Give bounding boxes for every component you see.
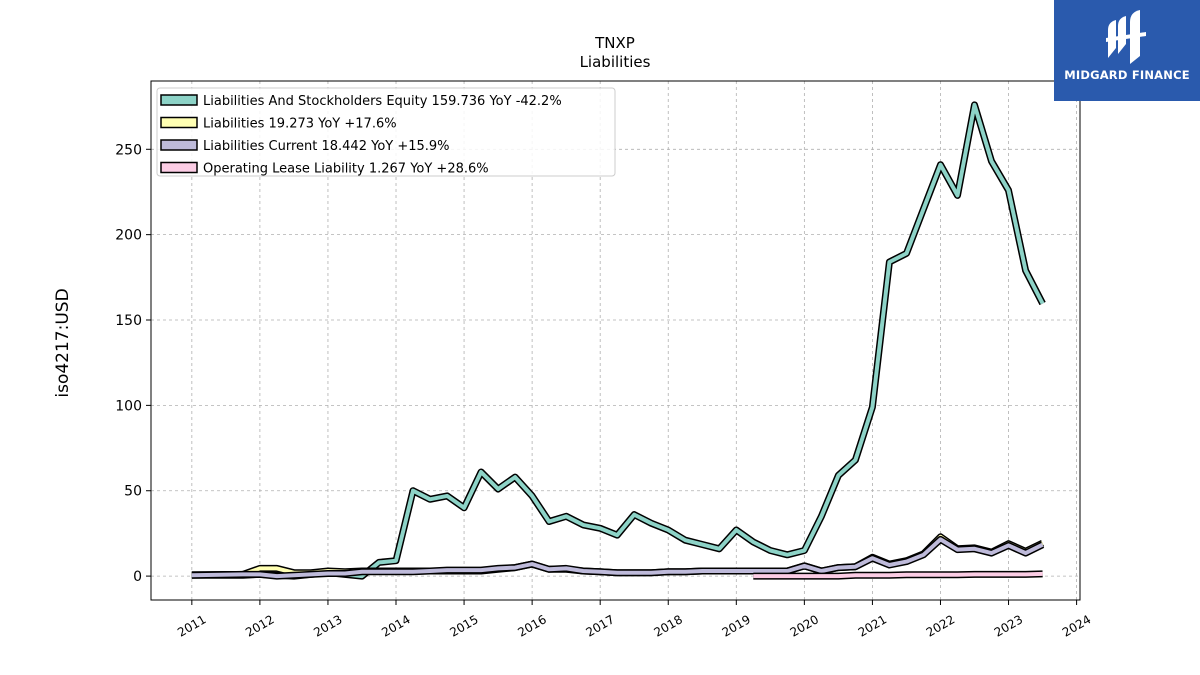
x-tick-label: 2012 xyxy=(243,612,276,639)
plot-area xyxy=(150,80,1081,601)
x-tick-label: 2020 xyxy=(788,612,821,639)
legend-swatch xyxy=(160,116,198,129)
legend-label: Liabilities And Stockholders Equity 159.… xyxy=(203,94,562,109)
y-tick-label: 150 xyxy=(115,313,142,329)
x-tick-label: 2021 xyxy=(856,612,889,639)
chart-subtitle: Liabilities xyxy=(580,53,651,71)
legend-swatch xyxy=(160,94,198,106)
y-tick-label: 0 xyxy=(133,569,142,585)
y-tick-label: 250 xyxy=(115,142,142,158)
legend-item: Operating Lease Liability 1.267 YoY +28.… xyxy=(160,161,489,177)
legend-label: Liabilities 19.273 YoY +17.6% xyxy=(203,117,397,132)
legend-swatch xyxy=(160,161,198,174)
legend-label: Liabilities Current 18.442 YoY +15.9% xyxy=(203,139,450,154)
x-tick-label: 2016 xyxy=(515,612,548,639)
x-tick-label: 2018 xyxy=(652,612,685,639)
x-tick-label: 2019 xyxy=(720,612,753,639)
series-line-core xyxy=(191,537,1044,579)
x-tick-label: 2024 xyxy=(1060,612,1093,639)
series-line-1 xyxy=(191,101,1046,580)
y-tick-label: 50 xyxy=(124,484,142,500)
chart-title: TNXP xyxy=(594,34,635,52)
series-line-3 xyxy=(191,535,1045,580)
y-tick-label: 100 xyxy=(115,398,142,414)
legend-item: Liabilities And Stockholders Equity 159.… xyxy=(160,94,562,109)
x-tick-label: 2015 xyxy=(447,612,480,639)
logo-mark-icon xyxy=(1106,10,1146,64)
x-tick-label: 2017 xyxy=(583,612,616,639)
legend-swatch xyxy=(160,139,198,151)
x-tick-label: 2014 xyxy=(379,612,412,639)
series-line-core xyxy=(191,102,1045,579)
legend-label: Operating Lease Liability 1.267 YoY +28.… xyxy=(203,162,489,177)
y-tick-label: 200 xyxy=(115,228,142,244)
series-line-4 xyxy=(753,570,1043,580)
x-tick-label: 2022 xyxy=(924,612,957,639)
series-layer xyxy=(191,101,1046,580)
midgard-finance-logo: MIDGARD FINANCE xyxy=(1054,0,1200,101)
x-tick-label: 2013 xyxy=(311,612,344,639)
x-tick-label: 2011 xyxy=(175,612,208,639)
legend-box xyxy=(156,87,616,177)
legend: Liabilities And Stockholders Equity 159.… xyxy=(156,87,616,177)
logo-text: MIDGARD FINANCE xyxy=(1064,68,1190,82)
legend-item: Liabilities Current 18.442 YoY +15.9% xyxy=(160,139,450,154)
series-line-core xyxy=(753,571,1043,579)
legend-item: Liabilities 19.273 YoY +17.6% xyxy=(160,116,397,132)
y-axis-label: iso4217:USD xyxy=(53,288,73,397)
x-tick-label: 2023 xyxy=(992,612,1025,639)
